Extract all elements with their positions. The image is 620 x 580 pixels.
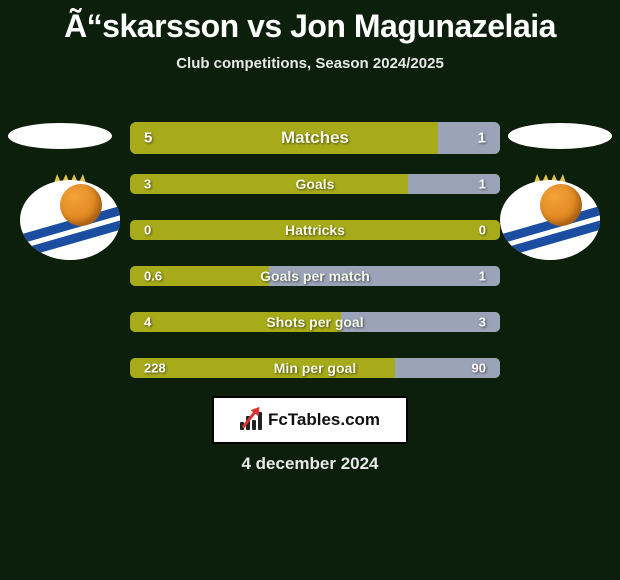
stat-value-left: 3 [144,177,151,192]
stat-row: 31Goals [130,168,500,200]
stat-value-right: 3 [479,315,486,330]
stat-value-left: 0 [144,223,151,238]
stat-value-left: 228 [144,361,166,376]
logo-arrow-icon [230,408,256,434]
player-right-avatar [508,123,612,149]
stat-bar-left [130,220,500,240]
stat-bars: 51Matches31Goals00Hattricks0.61Goals per… [130,122,500,398]
stat-value-left: 4 [144,315,151,330]
stat-row: 43Shots per goal [130,306,500,338]
comparison-title: Ã“skarsson vs Jon Magunazelaia [0,0,620,45]
stat-value-left: 0.6 [144,269,162,284]
logo-text: FcTables.com [268,410,380,430]
comparison-subtitle: Club competitions, Season 2024/2025 [0,55,620,72]
club-crest-left [20,180,120,260]
stat-value-right: 0 [479,223,486,238]
stat-value-right: 1 [479,177,486,192]
stat-row: 22890Min per goal [130,352,500,384]
stat-bar-right [341,312,500,332]
stat-value-right: 90 [472,361,486,376]
player-left-avatar [8,123,112,149]
stat-value-right: 1 [479,269,486,284]
stat-bar-right [269,266,500,286]
stat-bar-right [408,174,501,194]
club-crest-right [500,180,600,260]
stat-bar-right [438,122,500,154]
stat-row: 51Matches [130,122,500,154]
comparison-date: 4 december 2024 [0,454,620,474]
stat-value-right: 1 [478,130,486,147]
fctables-logo: FcTables.com [212,396,408,444]
stat-row: 00Hattricks [130,214,500,246]
stat-value-left: 5 [144,130,152,147]
stat-row: 0.61Goals per match [130,260,500,292]
